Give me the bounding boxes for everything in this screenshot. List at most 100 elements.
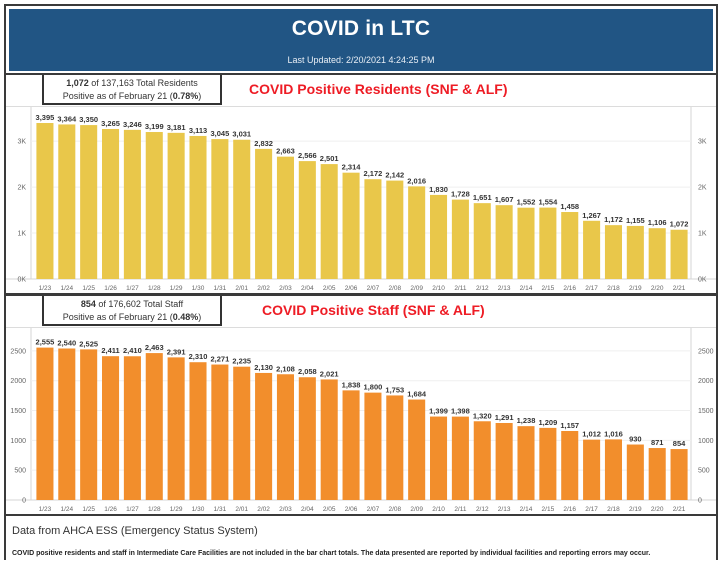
residents-x-tick: 2/12 xyxy=(476,285,489,292)
residents-x-tick: 1/27 xyxy=(126,285,139,292)
residents-bar xyxy=(561,212,579,279)
staff-bar-label: 2,525 xyxy=(79,339,98,348)
staff-y-tick-right: 1000 xyxy=(698,438,714,445)
disclaimer-note: COVID positive residents and staff in In… xyxy=(12,550,651,557)
residents-x-tick: 2/11 xyxy=(454,285,467,292)
residents-y-tick-left: 2K xyxy=(17,185,26,192)
residents-bar xyxy=(211,139,229,279)
residents-bar xyxy=(189,135,207,279)
residents-bar-label: 3,246 xyxy=(123,120,142,129)
staff-y-tick-left: 1500 xyxy=(10,408,26,415)
residents-x-tick: 1/30 xyxy=(192,285,205,292)
staff-y-tick-left: 0 xyxy=(22,498,26,505)
staff-bar-label: 871 xyxy=(651,438,664,447)
staff-bar-label: 2,463 xyxy=(145,343,164,352)
residents-x-tick: 1/24 xyxy=(60,285,73,292)
residents-bar-label: 1,552 xyxy=(517,198,536,207)
staff-bar xyxy=(517,426,535,500)
residents-bar xyxy=(167,132,185,279)
staff-chart-title: COVID Positive Staff (SNF & ALF) xyxy=(262,302,485,318)
staff-bar xyxy=(276,374,294,500)
residents-x-tick: 1/29 xyxy=(170,285,183,292)
staff-x-tick: 2/11 xyxy=(454,506,467,513)
staff-x-tick: 2/04 xyxy=(301,506,314,513)
staff-x-tick: 2/10 xyxy=(432,506,445,513)
residents-bar-label: 2,832 xyxy=(254,139,273,148)
residents-summary-box: 1,072 of 137,163 Total Residents Positiv… xyxy=(42,75,222,105)
residents-bar xyxy=(430,194,448,279)
residents-x-tick: 2/18 xyxy=(607,285,620,292)
staff-x-tick: 1/24 xyxy=(60,506,73,513)
residents-positive-count: 1,072 xyxy=(66,78,89,88)
staff-x-tick: 2/08 xyxy=(388,506,401,513)
staff-bar xyxy=(123,356,141,500)
residents-bar-label: 2,172 xyxy=(364,169,383,178)
staff-y-tick-right: 1500 xyxy=(698,408,714,415)
staff-x-tick: 1/29 xyxy=(170,506,183,513)
staff-x-tick: 1/26 xyxy=(104,506,117,513)
residents-bar-label: 2,663 xyxy=(276,147,295,156)
staff-bar xyxy=(473,421,491,500)
dashboard-header: COVID in LTC Last Updated: 2/20/2021 4:2… xyxy=(9,9,713,71)
staff-panel: 854 of 176,602 Total Staff Positive as o… xyxy=(6,294,716,516)
staff-bar-label: 1,291 xyxy=(495,413,514,422)
data-source-note: Data from AHCA ESS (Emergency Status Sys… xyxy=(12,525,258,537)
staff-y-tick-left: 500 xyxy=(14,468,26,475)
residents-bar-label: 2,016 xyxy=(407,176,426,185)
staff-bar-label: 1,157 xyxy=(560,421,579,430)
staff-as-of: Positive as of February 21 ( xyxy=(62,312,173,322)
staff-bar xyxy=(102,356,120,500)
staff-x-tick: 1/30 xyxy=(192,506,205,513)
residents-bar xyxy=(320,164,338,279)
staff-bar-label: 2,235 xyxy=(232,357,251,366)
staff-bar-label: 2,021 xyxy=(320,369,339,378)
staff-bar xyxy=(495,422,513,500)
residents-bar-label: 3,265 xyxy=(101,119,120,128)
residents-bar xyxy=(36,123,54,279)
staff-x-tick: 2/13 xyxy=(498,506,511,513)
residents-bar-label: 2,314 xyxy=(342,163,362,172)
staff-x-tick: 1/27 xyxy=(126,506,139,513)
staff-x-tick: 2/12 xyxy=(476,506,489,513)
residents-bar-label: 3,395 xyxy=(36,113,55,122)
residents-bar xyxy=(517,207,535,279)
staff-bar xyxy=(386,395,404,500)
staff-y-tick-right: 2500 xyxy=(698,348,714,355)
staff-summary-box: 854 of 176,602 Total Staff Positive as o… xyxy=(42,296,222,326)
staff-bar-label: 1,238 xyxy=(517,416,536,425)
staff-bar-label: 2,410 xyxy=(123,346,142,355)
staff-bar-label: 2,540 xyxy=(57,338,76,347)
residents-bar xyxy=(473,203,491,279)
staff-bar xyxy=(211,364,229,500)
residents-bar-label: 3,113 xyxy=(189,126,207,135)
staff-bar xyxy=(80,349,98,500)
residents-y-tick-right: 3K xyxy=(698,139,707,146)
dashboard-title: COVID in LTC xyxy=(291,17,431,40)
staff-bar-label: 2,310 xyxy=(189,352,208,361)
staff-x-tick: 2/17 xyxy=(585,506,598,513)
staff-x-tick: 2/20 xyxy=(651,506,664,513)
residents-bar-label: 1,072 xyxy=(670,220,689,229)
staff-bar-label: 1,838 xyxy=(342,380,361,389)
staff-bar xyxy=(364,392,382,500)
residents-bar xyxy=(298,161,316,279)
staff-bar xyxy=(670,449,688,500)
staff-y-tick-left: 2000 xyxy=(10,378,26,385)
residents-bar xyxy=(58,124,76,279)
staff-x-tick: 2/05 xyxy=(323,506,336,513)
residents-bar xyxy=(626,225,644,279)
staff-bar xyxy=(255,372,273,500)
residents-y-tick-right: 0K xyxy=(698,277,707,284)
staff-bar-label: 930 xyxy=(629,435,642,444)
staff-x-tick: 1/23 xyxy=(39,506,52,513)
residents-y-tick-right: 1K xyxy=(698,231,707,238)
staff-bar xyxy=(539,427,557,500)
residents-x-tick: 1/23 xyxy=(39,285,52,292)
staff-bar-label: 2,130 xyxy=(254,363,273,372)
residents-paren: ) xyxy=(198,91,202,101)
residents-x-tick: 2/19 xyxy=(629,285,642,292)
residents-bar-label: 3,364 xyxy=(57,114,77,123)
residents-x-tick: 2/21 xyxy=(673,285,686,292)
staff-bar-label: 2,271 xyxy=(210,355,229,364)
residents-y-tick-left: 1K xyxy=(17,231,26,238)
